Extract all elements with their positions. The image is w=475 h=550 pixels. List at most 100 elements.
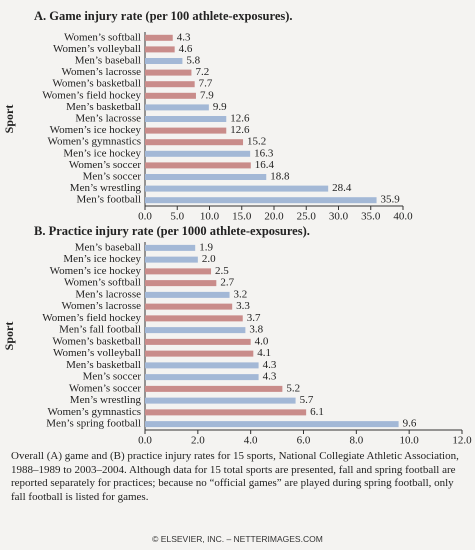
y-tick-label: Men’s fall football [59,324,141,336]
y-tick-label: Women’s volleyball [53,347,141,359]
value-label: 12.6 [230,113,250,125]
value-label: 16.4 [255,159,275,171]
value-label: 7.9 [200,89,214,101]
bar [145,350,254,357]
bar [145,268,212,275]
value-label: 6.1 [310,406,324,418]
bar [145,174,267,180]
y-tick-label: Men’s wrestling [70,182,142,194]
bar [145,315,243,322]
y-tick-label: Men’s soccer [83,371,142,383]
bar [145,81,195,88]
chart-title: B. Practice injury rate (per 1000 athlet… [34,224,310,238]
value-label: 7.7 [199,78,213,90]
x-tick-label: 8.0 [349,435,363,447]
value-label: 2.0 [202,253,216,265]
y-tick-label: Women’s soccer [69,382,141,394]
value-label: 1.9 [199,241,213,253]
value-label: 4.1 [257,347,271,359]
bar [145,197,377,204]
y-tick-label: Women’s ice hockey [50,124,142,136]
credit: © ELSEVIER, INC. – NETTERIMAGES.COM [152,534,323,544]
bar [145,116,227,122]
bar [145,421,399,428]
x-tick-label: 40.0 [393,211,413,223]
value-label: 5.7 [300,394,314,406]
y-tick-label: Women’s lacrosse [62,300,142,312]
y-tick-label: Women’s ice hockey [50,265,142,277]
y-tick-label: Men’s basketball [66,101,141,113]
bar [145,409,307,416]
chart: A. Game injury rate (per 100 athlete-exp… [2,9,472,447]
value-label: 4.3 [263,359,277,371]
y-tick-label: Women’s volleyball [53,43,141,55]
caption: Overall (A) game and (B) practice injury… [11,450,459,503]
x-tick-label: 25.0 [297,211,317,223]
value-label: 4.6 [179,43,193,55]
y-tick-label: Men’s football [77,194,141,206]
value-label: 16.3 [254,147,274,159]
value-label: 12.6 [230,124,250,136]
bar [145,397,296,404]
bar [145,127,227,134]
y-tick-label: Men’s soccer [83,171,142,183]
value-label: 28.4 [332,182,352,194]
x-tick-label: 10.0 [200,211,220,223]
value-label: 3.7 [247,312,261,324]
y-axis-label: Sport [2,322,16,351]
bar [145,150,251,157]
bar [145,374,259,381]
value-label: 15.2 [247,136,266,148]
chart-title: A. Game injury rate (per 100 athlete-exp… [34,9,293,23]
bar [145,338,251,345]
bar [145,256,198,263]
x-tick-label: 10.0 [400,435,420,447]
bar [145,139,244,146]
value-label: 2.7 [220,277,234,289]
y-tick-label: Men’s basketball [66,359,141,371]
bar [145,92,196,99]
y-tick-label: Women’s gymnastics [47,136,141,148]
y-tick-label: Men’s baseball [75,55,141,67]
value-label: 2.5 [215,265,229,277]
y-tick-label: Women’s gymnastics [47,406,141,418]
x-tick-label: 0.0 [138,211,152,223]
value-label: 5.8 [186,55,200,67]
y-tick-label: Women’s basketball [52,335,141,347]
x-tick-label: 15.0 [232,211,252,223]
bar [145,104,209,111]
y-tick-label: Women’s field hockey [42,312,141,324]
x-tick-label: 0.0 [138,435,152,447]
x-tick-label: 2.0 [191,435,205,447]
value-label: 4.3 [177,31,191,43]
value-label: 3.2 [234,288,248,300]
bar [145,327,246,334]
value-label: 18.8 [270,171,290,183]
x-tick-label: 35.0 [361,211,381,223]
y-axis-label: Sport [2,105,16,134]
x-tick-label: 20.0 [264,211,284,223]
bar [145,362,259,369]
value-label: 4.3 [263,371,277,383]
value-label: 35.9 [381,194,401,206]
y-tick-label: Men’s lacrosse [75,288,141,300]
value-label: 9.9 [213,101,227,113]
bar [145,46,175,53]
y-tick-label: Women’s softball [64,31,141,43]
bar [145,58,183,64]
value-label: 4.0 [255,335,269,347]
bar [145,244,196,251]
x-tick-label: 12.0 [452,435,472,447]
value-label: 9.6 [403,418,417,430]
bar [145,69,192,76]
y-tick-label: Men’s ice hockey [63,253,141,265]
y-tick-label: Women’s lacrosse [62,66,142,78]
x-tick-label: 5.0 [170,211,184,223]
bar [145,162,251,169]
value-label: 5.2 [286,382,300,394]
x-tick-label: 6.0 [297,435,311,447]
bar [145,280,217,287]
y-tick-label: Women’s softball [64,277,141,289]
y-tick-label: Men’s lacrosse [75,113,141,125]
